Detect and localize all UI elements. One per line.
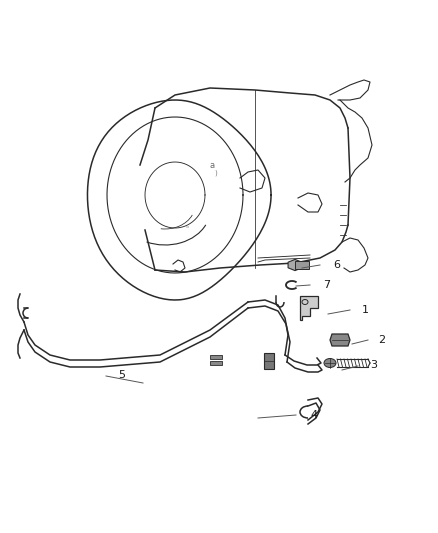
Text: 1: 1 [362,305,369,315]
Polygon shape [300,296,318,320]
Text: 6: 6 [333,260,340,270]
Text: a: a [210,161,215,170]
Text: 7: 7 [323,280,330,290]
Text: 4: 4 [310,410,317,420]
Bar [210,355,222,359]
Text: ): ) [214,170,217,176]
Text: 5: 5 [118,370,125,380]
Polygon shape [330,334,350,346]
Text: 3: 3 [370,360,377,370]
Ellipse shape [324,359,336,367]
Text: ": " [185,225,188,231]
Polygon shape [288,260,302,271]
Bar [210,361,222,365]
Bar [295,261,309,269]
Bar [264,353,274,369]
Text: 2: 2 [378,335,385,345]
